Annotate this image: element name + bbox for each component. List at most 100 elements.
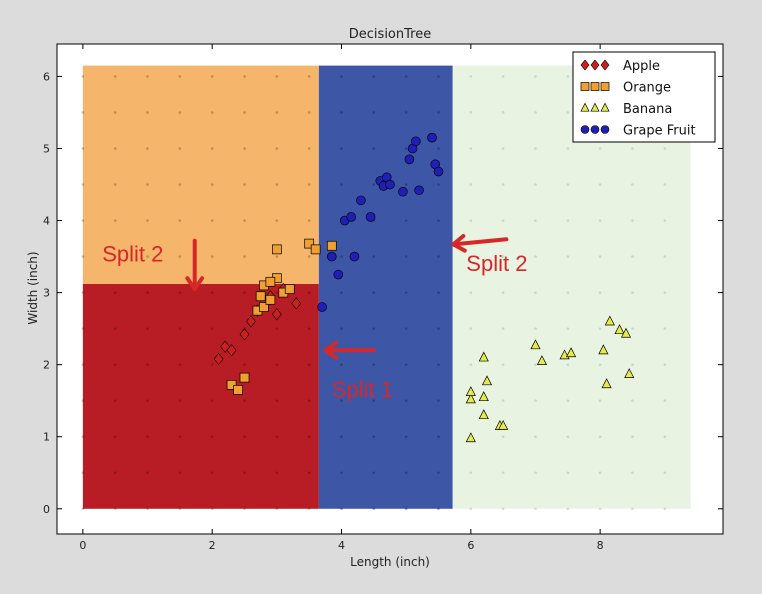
grid-dot bbox=[501, 111, 505, 114]
grid-dot bbox=[275, 291, 279, 294]
grid-dot bbox=[566, 255, 570, 258]
grid-dot bbox=[404, 183, 408, 186]
banana-point bbox=[465, 393, 476, 404]
grid-dot bbox=[534, 435, 537, 439]
grid-dot bbox=[501, 255, 505, 258]
banana-point bbox=[536, 355, 548, 366]
grid-dot bbox=[437, 399, 440, 402]
grid-dot bbox=[372, 111, 376, 114]
grape-fruit-point bbox=[327, 251, 337, 262]
grid-dot bbox=[566, 399, 570, 402]
banana-point bbox=[478, 391, 489, 402]
grid-dot bbox=[534, 75, 537, 78]
grid-dot bbox=[113, 147, 117, 150]
apple-point bbox=[271, 308, 282, 321]
chart-title: DecisionTree bbox=[349, 27, 431, 42]
legend-label: Apple bbox=[623, 59, 660, 74]
grid-dot bbox=[178, 363, 182, 366]
grape-fruit-point bbox=[349, 251, 360, 262]
grid-dot bbox=[340, 327, 343, 330]
grid-dot bbox=[534, 327, 537, 330]
y-tick-label: 6 bbox=[43, 70, 50, 83]
grid-dot bbox=[566, 507, 570, 511]
grid-dot bbox=[469, 327, 473, 330]
grape-fruit-legend-marker bbox=[580, 125, 590, 134]
split-label: Split 2 bbox=[102, 242, 163, 267]
grid-dot bbox=[275, 219, 279, 222]
grape-fruit-point bbox=[427, 132, 437, 143]
y-tick-label: 5 bbox=[43, 142, 50, 155]
grid-dot bbox=[404, 255, 408, 258]
x-tick-label: 6 bbox=[467, 539, 474, 552]
apple-point bbox=[239, 328, 250, 341]
grape-fruit-point bbox=[404, 154, 415, 165]
grid-dot bbox=[210, 111, 214, 114]
grid-dot bbox=[501, 435, 505, 439]
grid-dot bbox=[534, 291, 537, 294]
grid-dot bbox=[210, 291, 214, 294]
grid-dot bbox=[566, 75, 570, 78]
grid-dot bbox=[243, 471, 246, 475]
grid-dot bbox=[146, 183, 149, 186]
grid-dot bbox=[210, 471, 214, 475]
grid-dot bbox=[113, 111, 117, 114]
decision-regions bbox=[82, 65, 691, 509]
banana-point bbox=[465, 432, 476, 443]
y-tick-label: 4 bbox=[43, 215, 50, 228]
grid-dot bbox=[307, 399, 311, 402]
grid-dot bbox=[146, 255, 149, 258]
legend: Apple Orange Banana Grape Fruit bbox=[572, 51, 716, 143]
grid-dot bbox=[340, 183, 343, 186]
grid-dot bbox=[340, 255, 343, 258]
grid-dot bbox=[340, 471, 343, 475]
grid-dot bbox=[566, 363, 570, 366]
grid-dot bbox=[534, 147, 537, 150]
grid-dot bbox=[178, 183, 182, 186]
grid-dot bbox=[598, 219, 602, 222]
grid-dot bbox=[566, 147, 570, 150]
grid-dot bbox=[178, 471, 182, 475]
grid-dot bbox=[663, 219, 667, 222]
grid-dot bbox=[566, 219, 570, 222]
apple-point bbox=[213, 352, 224, 366]
apple-legend-marker bbox=[590, 59, 600, 71]
grid-dot bbox=[631, 507, 634, 511]
grid-dot bbox=[372, 435, 376, 439]
grid-dot bbox=[372, 399, 376, 402]
y-tick-label: 2 bbox=[43, 359, 50, 372]
banana-point bbox=[601, 378, 612, 389]
grid-dot bbox=[663, 291, 667, 294]
banana-point bbox=[465, 386, 476, 396]
grid-dot bbox=[631, 363, 634, 366]
grid-dot bbox=[340, 75, 343, 78]
grid-dot bbox=[534, 399, 537, 402]
legend-label: Orange bbox=[623, 81, 671, 96]
grid-dot bbox=[113, 471, 117, 475]
grape-fruit-point bbox=[385, 179, 395, 190]
grid-dot bbox=[501, 471, 505, 475]
grid-dot bbox=[113, 255, 117, 258]
grid-dot bbox=[404, 507, 408, 511]
grid-dot bbox=[243, 111, 246, 114]
grid-dot bbox=[275, 327, 279, 330]
grid-dot bbox=[307, 255, 311, 258]
grid-dot bbox=[210, 255, 214, 258]
grid-dot bbox=[81, 183, 85, 186]
red-arrow-head-icon bbox=[451, 234, 467, 253]
grid-dot bbox=[113, 183, 117, 186]
grid-dot bbox=[81, 507, 85, 511]
grid-dot bbox=[437, 75, 440, 78]
grid-dot bbox=[275, 363, 279, 366]
grid-dot bbox=[146, 363, 149, 366]
grid-dot bbox=[534, 363, 537, 366]
grape-fruit-point bbox=[433, 166, 444, 177]
grid-dot bbox=[663, 183, 667, 186]
orange-point bbox=[259, 302, 269, 312]
grid-dot bbox=[243, 183, 246, 186]
grid-dot bbox=[210, 219, 214, 222]
grid-dot bbox=[178, 507, 182, 511]
grid-dot bbox=[663, 471, 667, 475]
grid-dot bbox=[501, 363, 505, 366]
grape-fruit-point bbox=[317, 302, 327, 312]
grid-dot bbox=[243, 219, 246, 222]
